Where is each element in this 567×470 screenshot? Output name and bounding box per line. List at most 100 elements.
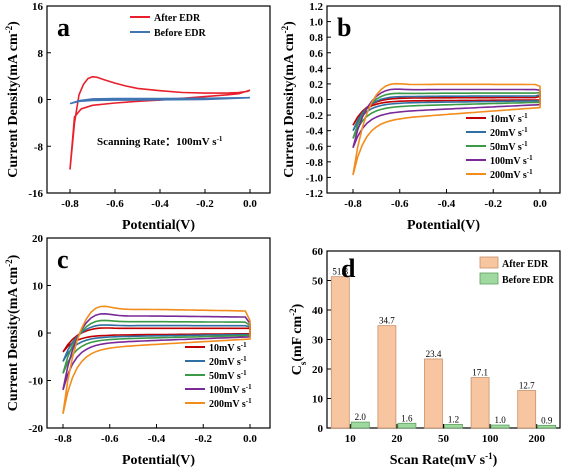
panel-b-ytick-label: 0.0 <box>309 95 323 107</box>
panel-d-bar-1-2 <box>444 424 463 429</box>
panel-b-series-line-4 <box>352 82 541 176</box>
panel-d-bar-0-4 <box>517 390 537 429</box>
panel-d-ytick-label: 0 <box>318 423 324 435</box>
panel-a-y-axis-label: Current Density(mA cm-2) <box>4 21 21 178</box>
panel-d-bar-label-1-0: 2.0 <box>355 412 367 422</box>
panel-b-legend-label-4: 200mV s-1 <box>490 168 533 181</box>
panel-d-bar-label-0-3: 17.1 <box>472 368 488 378</box>
panel-d-bar-label-0-2: 23.4 <box>426 349 442 359</box>
panel-d-bar-1-1 <box>397 422 417 429</box>
panel-b-ytick-label: -0.4 <box>306 126 324 138</box>
panel-b-ytick-label: 1.0 <box>309 17 323 29</box>
panel-c-ytick-label: 0 <box>38 328 44 340</box>
panel-b-ytick-label: 1.2 <box>309 1 323 13</box>
panel-d-bar-1-4 <box>537 424 557 429</box>
panel-b-legend-label-3: 100mV s-1 <box>490 154 533 167</box>
panel-d-bar-label-1-4: 0.9 <box>541 415 553 425</box>
panel-a-xtick-label: 0.0 <box>243 198 257 210</box>
panel-c-xtick-label: 0.0 <box>243 433 257 445</box>
panel-d-legend-label-0: After EDR <box>502 259 549 270</box>
panel-a-xtick-label: -0.4 <box>151 198 169 210</box>
panel-a: -16 -8 0 8 16 -0.8 -0.6 -0.4 -0.2 0.0 Potential(V)… <box>4 1 271 233</box>
panel-d-bar-0-3 <box>470 377 490 429</box>
panel-d-bar-label-1-2: 1.2 <box>448 414 459 424</box>
panel-b-ytick-label: -1.0 <box>306 172 324 184</box>
panel-c-ytick-label: -10 <box>28 376 43 388</box>
panel-b-xtick-label: -0.4 <box>438 198 456 210</box>
panel-d-bar-0-1 <box>377 325 397 429</box>
panel-a-ytick-label: 16 <box>32 1 44 13</box>
panel-d-bar-label-0-4: 12.7 <box>519 381 535 391</box>
panel-d-bar-1-3 <box>490 424 510 429</box>
panel-c-x-axis-label: Potential(V) <box>122 453 195 468</box>
panel-d-bar-label-0-0: 51.3 <box>332 267 348 277</box>
panel-b-ytick-label: -0.8 <box>306 157 324 169</box>
panel-b-ytick-label: 0.6 <box>309 48 323 60</box>
panel-a-ytick-label: -16 <box>28 188 43 200</box>
panel-b-legend-label-2: 50mV s-1 <box>490 140 528 153</box>
panel-a-ytick-label: 8 <box>38 48 44 60</box>
panel-a-xtick-label: -0.6 <box>106 198 124 210</box>
panel-c-xtick-label: -0.8 <box>54 433 72 445</box>
panel-b-ytick-label: -0.2 <box>306 110 324 122</box>
panel-d-xtick-label: 50 <box>438 433 450 445</box>
panel-a-legend-label-0: After EDR <box>154 13 201 24</box>
panel-a-xtick-label: -0.2 <box>196 198 214 210</box>
panel-b-ytick-label: -1.2 <box>306 188 324 200</box>
panel-a-legend-label-1: Before EDR <box>154 28 207 39</box>
panel-b: -1.2 -1.0 -0.8 -0.6 -0.4 -0.2 0.0 0.2 0.4 0.6 0.8 1… <box>280 1 561 233</box>
panel-a-series-line-1 <box>69 96 251 105</box>
panel-c-ytick-label: 10 <box>32 281 44 293</box>
panel-d-y-axis-label: Cs(mF cm-2) <box>288 303 308 375</box>
panel-d-bar-label-0-1: 34.7 <box>379 316 395 326</box>
panel-c: -20 -10 0 10 20 -0.8 -0.6 -0.4 -0.2 0.0 Potential(… <box>4 233 271 468</box>
panel-c-series-line-4 <box>62 305 251 414</box>
panel-a-xtick-label: -0.8 <box>61 198 79 210</box>
panel-b-ytick-label: 0.8 <box>309 32 323 44</box>
panel-b-y-axis-label: Current Density(mA cm-2) <box>280 21 297 178</box>
panel-c-letter: c <box>57 245 69 274</box>
panel-b-x-axis-label: Potential(V) <box>407 218 480 233</box>
panel-a-ytick-label: 0 <box>38 95 44 107</box>
panel-d-ytick-label: 60 <box>312 246 324 258</box>
panel-b-xtick-label: -0.2 <box>485 198 503 210</box>
panel-b-xtick-label: 0.0 <box>533 198 547 210</box>
panel-a-annotation: Scanning Rate：100mV s-1 <box>97 135 223 148</box>
panel-d-xtick-label: 20 <box>391 433 403 445</box>
panel-d-xtick-label: 10 <box>345 433 357 445</box>
panel-b-xtick-label: -0.6 <box>391 198 409 210</box>
panel-d-ytick-label: 50 <box>312 276 324 288</box>
panel-b-legend-label-0: 10mV s-1 <box>490 112 528 125</box>
panel-c-legend-label-3: 100mV s-1 <box>209 383 252 396</box>
panel-c-legend-label-0: 10mV s-1 <box>209 341 247 354</box>
panel-c-xtick-label: -0.6 <box>101 433 119 445</box>
panel-d-legend-label-1: Before EDR <box>502 275 555 286</box>
panel-c-xtick-label: -0.2 <box>195 433 213 445</box>
panel-d-ytick-label: 20 <box>312 364 324 376</box>
panel-d-ytick-label: 10 <box>312 394 324 406</box>
panel-a-x-axis-label: Potential(V) <box>122 218 195 233</box>
panel-d-legend-swatch-0 <box>479 256 499 269</box>
panel-d-bar-0-2 <box>424 358 443 429</box>
panel-a-series-line-0 <box>69 75 251 170</box>
panel-d-bar-label-1-1: 1.6 <box>401 413 413 423</box>
panel-c-xtick-label: -0.4 <box>148 433 166 445</box>
panel-c-y-axis-label: Current Density(mA cm-2) <box>4 254 21 411</box>
panel-a-letter: a <box>57 13 70 42</box>
panel-d-ytick-label: 30 <box>312 335 324 347</box>
panel-d-letter: d <box>341 254 356 283</box>
panel-b-ytick-label: -0.6 <box>306 141 324 153</box>
panel-a-ytick-label: -8 <box>34 141 44 153</box>
panel-d: 0 10 20 30 40 50 60 10 51.3 2.0 20 34.7 1.6 50 23.4 1.2… <box>288 246 561 468</box>
panel-b-ytick-label: 0.4 <box>309 63 323 75</box>
panel-d-ytick-label: 40 <box>312 305 324 317</box>
panel-d-bar-1-0 <box>350 421 370 429</box>
panel-c-ytick-label: -20 <box>28 423 43 435</box>
panel-d-xtick-label: 100 <box>482 433 499 445</box>
panel-d-bar-label-1-3: 1.0 <box>494 415 506 425</box>
panel-c-legend-label-4: 200mV s-1 <box>209 397 252 410</box>
panel-b-legend-label-1: 20mV s-1 <box>490 126 528 139</box>
panel-c-ytick-label: 20 <box>32 233 44 245</box>
panel-d-bar-0-0 <box>330 276 350 429</box>
